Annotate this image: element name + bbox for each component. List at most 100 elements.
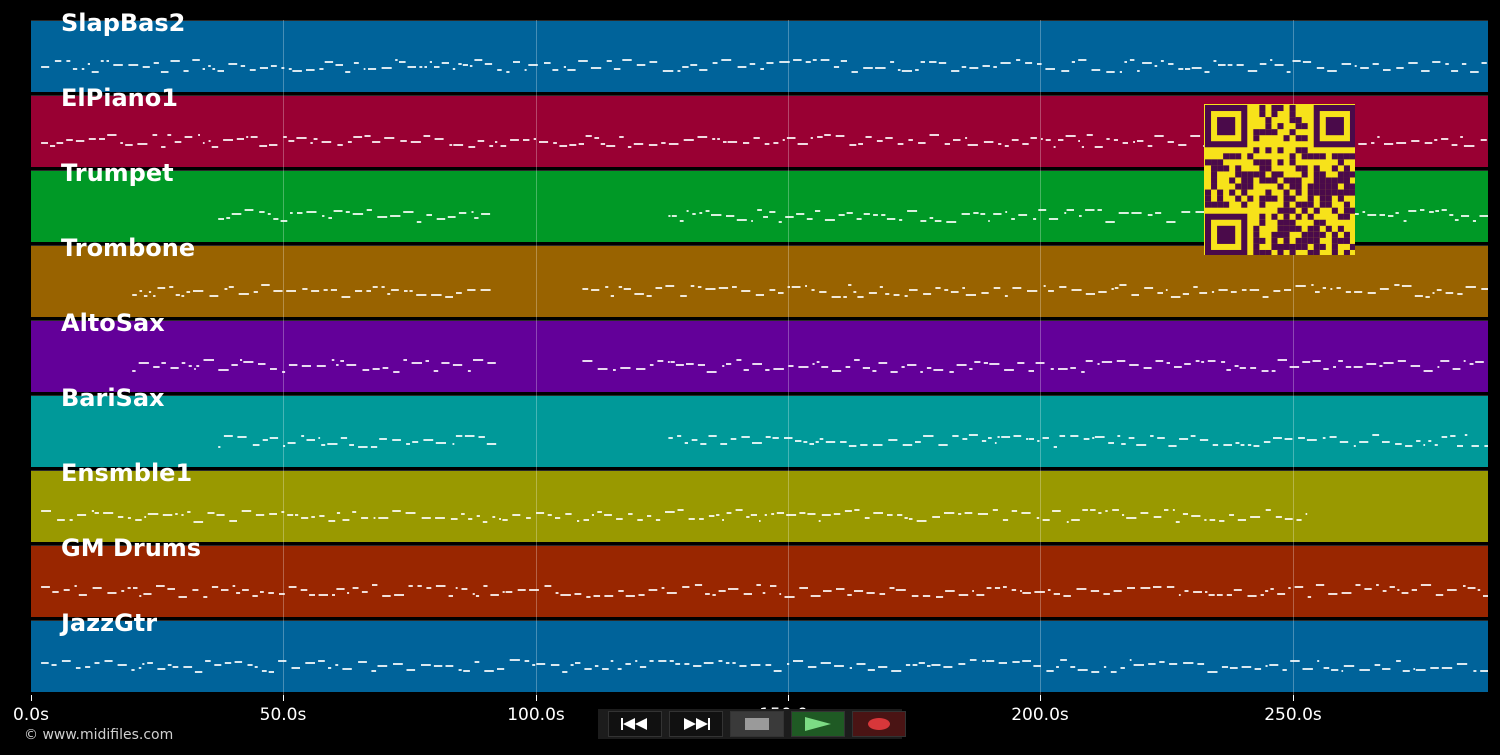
qr-module: [1313, 189, 1320, 196]
rewind-button[interactable]: [608, 711, 662, 737]
note: [1184, 363, 1191, 365]
note: [224, 662, 232, 664]
qr-module: [1301, 201, 1308, 208]
qr-module: [1259, 171, 1266, 178]
note: [517, 589, 526, 591]
note: [1359, 441, 1369, 443]
note: [786, 137, 796, 139]
note: [1223, 444, 1232, 446]
note: [824, 219, 835, 221]
note: [193, 290, 204, 292]
note: [798, 366, 809, 368]
note: [1269, 664, 1279, 666]
note: [1207, 671, 1218, 673]
track-label: Trumpet: [61, 159, 174, 187]
note: [1150, 435, 1154, 437]
note: [1191, 67, 1202, 69]
note: [340, 437, 348, 439]
qr-module: [1289, 153, 1296, 160]
note: [319, 68, 324, 70]
note: [840, 60, 847, 62]
track-trombone[interactable]: Trombone: [31, 234, 1488, 317]
track-gm-drums[interactable]: GM Drums: [31, 534, 1488, 617]
qr-module: [1313, 153, 1320, 160]
note: [147, 662, 153, 664]
note: [764, 514, 767, 516]
qr-code[interactable]: [1204, 104, 1355, 255]
qr-module: [1217, 201, 1224, 208]
note: [1331, 669, 1339, 671]
track-slapbas2[interactable]: SlapBas2: [31, 9, 1488, 92]
note: [57, 519, 65, 521]
note: [1273, 290, 1281, 292]
note: [340, 360, 344, 362]
note: [699, 212, 703, 214]
note: [321, 141, 332, 143]
note: [261, 670, 267, 672]
note: [1199, 439, 1209, 441]
note: [863, 213, 870, 215]
note: [887, 514, 893, 516]
qr-module: [1217, 225, 1236, 244]
fast-forward-button[interactable]: [669, 711, 723, 737]
qr-module: [1247, 195, 1254, 202]
qr-module: [1277, 231, 1284, 238]
note: [156, 585, 165, 587]
qr-module: [1289, 129, 1296, 136]
note: [933, 369, 944, 371]
note: [223, 139, 233, 141]
note: [370, 446, 378, 448]
note: [1041, 138, 1043, 140]
qr-module: [1313, 219, 1320, 226]
note: [657, 360, 664, 362]
note: [1153, 586, 1162, 588]
note: [474, 59, 483, 61]
note: [1441, 436, 1448, 438]
qr-module: [1277, 207, 1284, 214]
track-barisax[interactable]: BariSax: [31, 384, 1488, 467]
qr-module: [1205, 201, 1212, 208]
qr-module: [1331, 231, 1338, 238]
note: [727, 141, 738, 143]
note: [1353, 445, 1356, 447]
note: [1000, 62, 1011, 64]
note: [907, 210, 918, 212]
note: [969, 67, 979, 69]
note: [1103, 593, 1110, 595]
note: [1415, 669, 1426, 671]
qr-module: [1229, 189, 1236, 196]
note: [1190, 135, 1201, 137]
note: [923, 435, 934, 437]
note: [1450, 435, 1456, 437]
qr-module: [1301, 147, 1308, 154]
record-button[interactable]: [852, 711, 906, 737]
note: [683, 139, 694, 141]
qr-module: [1253, 243, 1260, 250]
note: [1341, 63, 1352, 65]
note: [194, 368, 196, 370]
track-altosax[interactable]: AltoSax: [31, 309, 1488, 392]
qr-module: [1259, 249, 1266, 255]
note: [316, 365, 326, 367]
note: [897, 514, 903, 516]
stop-button[interactable]: [730, 711, 784, 737]
qr-module: [1343, 183, 1350, 190]
qr-module: [1265, 249, 1272, 255]
note: [620, 367, 631, 369]
note: [1384, 143, 1394, 145]
note: [87, 63, 90, 65]
play-button[interactable]: [791, 711, 845, 737]
note: [1420, 584, 1432, 586]
note: [1288, 587, 1291, 589]
note: [765, 369, 770, 371]
tick-mark: [1040, 695, 1041, 701]
qr-module: [1295, 177, 1302, 184]
track-jazzgtr[interactable]: JazzGtr: [31, 609, 1488, 692]
note: [865, 136, 872, 138]
tick-mark: [283, 695, 284, 701]
note: [981, 292, 989, 294]
note: [1022, 660, 1031, 662]
track-ensmble1[interactable]: Ensmble1: [31, 459, 1488, 542]
note: [41, 662, 49, 664]
note: [1383, 69, 1391, 71]
